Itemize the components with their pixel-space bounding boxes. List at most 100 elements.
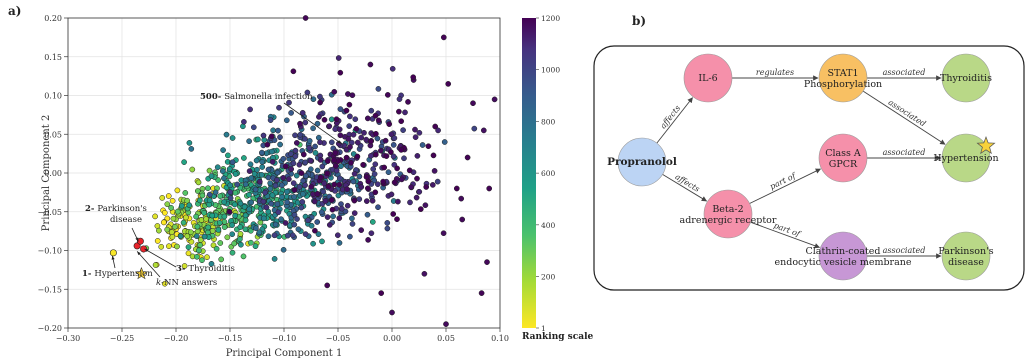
- data-point: [306, 144, 313, 151]
- edge-label: part of: [773, 221, 804, 240]
- data-point: [373, 130, 379, 137]
- data-point: [337, 132, 344, 139]
- data-point: [161, 280, 168, 287]
- data-point: [168, 204, 174, 211]
- data-point: [334, 232, 341, 239]
- data-point: [361, 129, 367, 136]
- data-point: [353, 126, 360, 132]
- data-point: [259, 159, 266, 165]
- data-point: [413, 194, 420, 201]
- data-point: [400, 127, 406, 133]
- data-point: [372, 189, 379, 196]
- colorbar-tick-label: 400: [541, 221, 556, 230]
- data-point: [385, 169, 392, 176]
- data-point: [165, 193, 172, 199]
- data-point: [183, 214, 189, 221]
- data-point: [181, 159, 187, 165]
- data-point: [414, 175, 420, 182]
- graph-frame: [593, 45, 1025, 291]
- data-point: [364, 211, 371, 218]
- data-point: [372, 161, 379, 168]
- node-label: Propranolol: [607, 156, 677, 168]
- data-point: [302, 119, 309, 126]
- data-point: [343, 107, 350, 114]
- data-point: [344, 186, 350, 193]
- data-point: [252, 186, 259, 193]
- data-point: [358, 227, 365, 233]
- colorbar-tick-label: 200: [541, 273, 556, 282]
- data-point: [208, 260, 215, 267]
- data-point: [345, 136, 352, 142]
- data-point: [435, 127, 441, 134]
- data-point: [213, 245, 220, 252]
- data-point: [336, 240, 343, 246]
- data-point: [412, 126, 418, 133]
- x-ticks: −0.30 −0.25 −0.20 −0.15 −0.10 −0.05 0.00 0.05 0.…: [56, 328, 509, 343]
- x-tick-label: −0.10: [272, 334, 297, 343]
- node-label: Class A: [825, 148, 861, 159]
- data-point: [284, 232, 291, 239]
- data-point: [434, 178, 441, 185]
- data-point: [154, 238, 161, 244]
- data-point: [344, 202, 351, 209]
- data-point: [402, 109, 408, 116]
- data-point: [395, 198, 401, 205]
- annotation-arrow: [136, 251, 161, 278]
- data-point: [464, 154, 471, 161]
- data-point: [172, 223, 178, 230]
- data-point: [414, 153, 421, 159]
- data-point: [408, 184, 414, 190]
- colorbar-tick-label: 800: [541, 117, 556, 126]
- data-point: [384, 92, 391, 98]
- y-tick-label: −0.05: [37, 208, 62, 217]
- data-point: [229, 159, 236, 166]
- data-point: [445, 81, 452, 87]
- annotation-label: 1- Hypertension: [82, 269, 153, 279]
- data-point: [282, 163, 289, 170]
- data-point: [328, 197, 335, 203]
- data-point: [304, 89, 311, 96]
- data-point: [308, 222, 315, 229]
- data-point: [229, 222, 235, 228]
- knowledge-graph-figure: affects affects regulates associated associa…: [590, 0, 1032, 360]
- data-point: [382, 137, 389, 144]
- data-point: [231, 240, 238, 247]
- data-point: [290, 160, 297, 167]
- data-point: [368, 230, 375, 237]
- data-point: [232, 171, 239, 177]
- data-point: [302, 182, 308, 189]
- data-point: [288, 166, 295, 172]
- data-point: [226, 209, 233, 215]
- data-point: [260, 198, 267, 205]
- data-point: [425, 143, 432, 150]
- data-point: [238, 241, 244, 248]
- data-point: [212, 189, 219, 196]
- data-point: [237, 224, 244, 230]
- annotation-arrowhead: [111, 255, 115, 260]
- data-point: [367, 61, 374, 68]
- data-point: [284, 188, 290, 195]
- data-point: [276, 104, 282, 111]
- data-point: [294, 216, 300, 222]
- data-point: [250, 124, 257, 131]
- data-point: [325, 183, 332, 190]
- data-point: [298, 170, 305, 176]
- data-point: [205, 185, 211, 192]
- data-point: [232, 189, 239, 196]
- data-point: [307, 157, 314, 164]
- data-point: [274, 201, 281, 207]
- data-point: [398, 176, 405, 183]
- data-point: [486, 185, 493, 192]
- panel-label-a: a): [8, 4, 22, 18]
- data-point: [226, 166, 233, 172]
- data-point: [314, 167, 321, 174]
- data-point: [338, 205, 345, 212]
- data-point: [370, 166, 377, 172]
- data-point: [241, 203, 248, 210]
- data-point: [164, 226, 171, 233]
- data-point: [349, 92, 356, 99]
- data-point: [296, 161, 303, 168]
- data-point: [396, 96, 403, 102]
- data-point: [252, 243, 259, 250]
- point-cloud: [143, 15, 498, 327]
